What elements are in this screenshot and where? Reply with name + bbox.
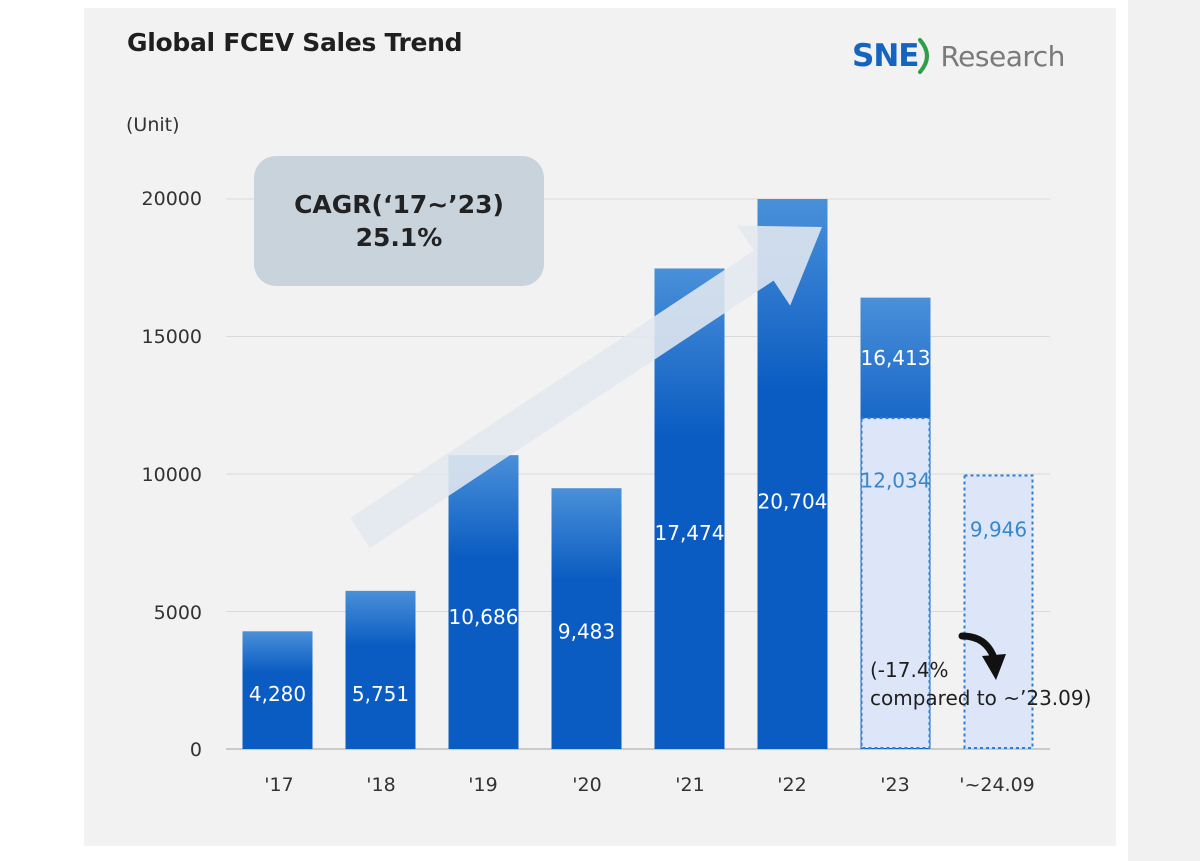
logo-sne-text: SNE [852, 38, 919, 74]
y-tick-label: 0 [189, 739, 202, 761]
data-label: 20,704 [758, 490, 828, 514]
decline-note-line1: (-17.4% [870, 658, 949, 682]
x-tick-label: '~24.09 [959, 774, 1035, 796]
x-tick-label: '20 [572, 774, 602, 796]
y-tick-label: 15000 [141, 326, 202, 348]
right-edge-strip [1128, 0, 1200, 861]
decline-note-line2: compared to ~’23.09) [870, 686, 1092, 710]
logo-swoosh-icon [918, 38, 930, 74]
cagr-callout: CAGR(‘17~’23) 25.1% [254, 156, 544, 286]
bar [448, 455, 519, 749]
data-label: 9,483 [558, 620, 615, 644]
data-label: 17,474 [655, 521, 725, 545]
x-tick-label: '19 [468, 774, 498, 796]
bar-outline [860, 417, 931, 749]
cagr-callout-line2: 25.1% [355, 223, 443, 252]
x-tick-label: '21 [675, 774, 705, 796]
data-label: 5,751 [352, 682, 409, 706]
bar [551, 488, 622, 749]
bar-outline [963, 474, 1034, 749]
trend-arrow-icon [350, 225, 823, 549]
y-tick-label: 20000 [141, 188, 202, 210]
y-tick-label: 5000 [153, 602, 202, 624]
x-tick-label: '23 [880, 774, 910, 796]
x-tick-label: '22 [777, 774, 807, 796]
logo-research-text: Research [940, 39, 1065, 73]
x-tick-label: '17 [264, 774, 294, 796]
data-label: 9,946 [970, 518, 1027, 542]
bar [345, 590, 416, 749]
x-tick-label: '18 [366, 774, 396, 796]
y-tick-label: 10000 [141, 464, 202, 486]
cagr-callout-line1: CAGR(‘17~’23) [294, 190, 504, 219]
data-label: 10,686 [449, 605, 519, 629]
decline-arrow-icon [958, 632, 1006, 680]
y-axis-unit-label: (Unit) [126, 114, 180, 136]
decline-note: (-17.4% compared to ~’23.09) [870, 656, 1091, 712]
data-label: 12,034 [861, 469, 931, 493]
bar [242, 631, 313, 749]
chart-title: Global FCEV Sales Trend [127, 28, 463, 57]
data-label: 4,280 [249, 682, 306, 706]
data-label: 16,413 [861, 346, 931, 370]
trend-arrow-shape [350, 225, 823, 549]
sne-research-logo: SNE Research [852, 34, 1065, 78]
